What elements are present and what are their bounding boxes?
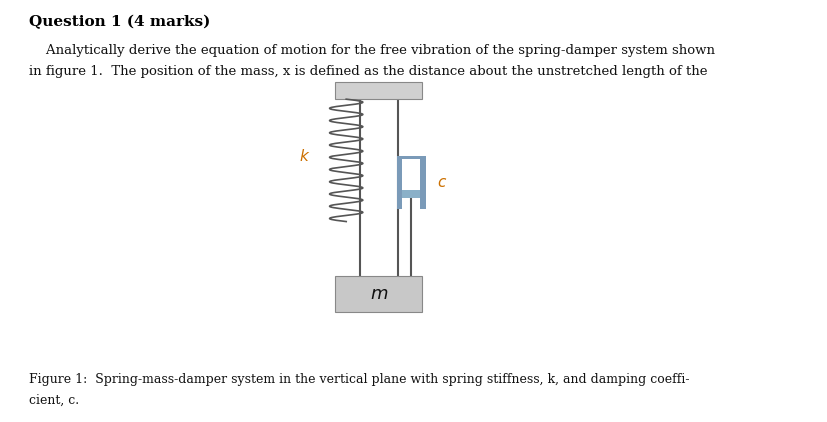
Text: $c$: $c$: [437, 176, 447, 189]
Bar: [397, 156, 426, 159]
Text: $m$: $m$: [370, 285, 388, 303]
Bar: [397, 156, 402, 209]
Text: in figure 1.  The position of the mass, x is defined as the distance about the u: in figure 1. The position of the mass, x…: [29, 65, 707, 78]
Text: cient, c.: cient, c.: [29, 393, 79, 406]
Bar: [402, 190, 420, 198]
Text: Figure 1:  Spring-mass-damper system in the vertical plane with spring stiffness: Figure 1: Spring-mass-damper system in t…: [29, 373, 689, 387]
Bar: [402, 159, 420, 209]
Bar: [335, 276, 423, 312]
Text: $k$: $k$: [299, 148, 311, 164]
Bar: [335, 82, 423, 99]
Text: Analytically derive the equation of motion for the free vibration of the spring-: Analytically derive the equation of moti…: [29, 44, 715, 57]
Bar: [420, 156, 426, 209]
Text: Question 1 (4 marks): Question 1 (4 marks): [29, 15, 210, 29]
